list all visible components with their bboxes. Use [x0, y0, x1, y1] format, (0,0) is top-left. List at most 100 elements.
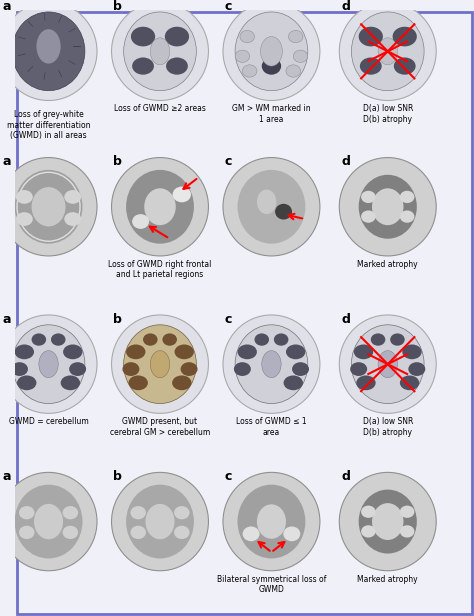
Text: c: c: [225, 470, 232, 483]
Circle shape: [339, 472, 436, 571]
Ellipse shape: [146, 504, 174, 539]
Text: Loss of grey-white
matter differentiation
(GWMD) in all areas: Loss of grey-white matter differentiatio…: [7, 110, 90, 140]
Ellipse shape: [64, 212, 81, 226]
Text: b: b: [113, 155, 122, 168]
Ellipse shape: [61, 376, 80, 390]
Circle shape: [339, 2, 436, 100]
Ellipse shape: [122, 362, 139, 376]
Text: Loss of GWMD ≤ 1
area: Loss of GWMD ≤ 1 area: [236, 417, 307, 437]
Ellipse shape: [128, 376, 148, 390]
Ellipse shape: [150, 38, 170, 65]
Ellipse shape: [262, 351, 281, 378]
Ellipse shape: [32, 333, 46, 346]
Circle shape: [0, 2, 97, 100]
Text: a: a: [2, 313, 10, 326]
Ellipse shape: [359, 490, 417, 554]
Ellipse shape: [361, 211, 375, 223]
Text: Loss of GWMD right frontal
and Lt parietal regions: Loss of GWMD right frontal and Lt pariet…: [109, 260, 212, 279]
Ellipse shape: [174, 344, 194, 359]
Ellipse shape: [19, 506, 35, 519]
Ellipse shape: [12, 325, 85, 403]
Ellipse shape: [354, 344, 373, 359]
Ellipse shape: [351, 12, 424, 91]
Ellipse shape: [32, 187, 65, 227]
Ellipse shape: [350, 362, 367, 376]
Text: GWMD present, but
cerebral GM > cerebellum: GWMD present, but cerebral GM > cerebell…: [110, 417, 210, 437]
Circle shape: [111, 472, 209, 571]
Ellipse shape: [234, 362, 251, 376]
Ellipse shape: [257, 505, 286, 539]
Ellipse shape: [261, 36, 283, 66]
Ellipse shape: [124, 325, 196, 403]
Circle shape: [339, 315, 436, 413]
Ellipse shape: [242, 65, 257, 77]
Ellipse shape: [361, 525, 375, 538]
Ellipse shape: [275, 204, 292, 219]
Ellipse shape: [372, 503, 403, 540]
Ellipse shape: [15, 485, 82, 559]
Ellipse shape: [372, 188, 403, 225]
Text: c: c: [225, 155, 232, 168]
Ellipse shape: [144, 188, 176, 225]
Ellipse shape: [12, 12, 85, 91]
Ellipse shape: [356, 376, 375, 390]
Text: GWMD = cerebellum: GWMD = cerebellum: [9, 417, 89, 426]
Ellipse shape: [293, 50, 308, 62]
Ellipse shape: [173, 187, 191, 202]
Ellipse shape: [361, 506, 375, 518]
Ellipse shape: [283, 527, 301, 541]
Circle shape: [223, 2, 320, 100]
Ellipse shape: [181, 362, 198, 376]
Ellipse shape: [400, 506, 414, 518]
Ellipse shape: [243, 527, 260, 541]
Ellipse shape: [235, 50, 250, 62]
Ellipse shape: [64, 190, 81, 204]
Ellipse shape: [237, 485, 305, 559]
Ellipse shape: [237, 170, 305, 244]
Ellipse shape: [400, 525, 414, 538]
Ellipse shape: [240, 30, 255, 43]
Circle shape: [111, 158, 209, 256]
Ellipse shape: [132, 214, 149, 229]
Text: Bilateral symmetrical loss of
GWMD: Bilateral symmetrical loss of GWMD: [217, 575, 326, 594]
Ellipse shape: [288, 30, 303, 43]
Text: d: d: [341, 0, 350, 13]
Ellipse shape: [150, 351, 170, 378]
Ellipse shape: [392, 26, 417, 46]
Ellipse shape: [15, 170, 82, 244]
Ellipse shape: [63, 344, 82, 359]
Ellipse shape: [34, 504, 63, 539]
Ellipse shape: [132, 57, 154, 75]
Ellipse shape: [283, 376, 303, 390]
Ellipse shape: [131, 26, 155, 46]
Ellipse shape: [69, 362, 86, 376]
Ellipse shape: [235, 325, 308, 403]
Ellipse shape: [235, 12, 308, 91]
Ellipse shape: [286, 344, 305, 359]
Ellipse shape: [11, 362, 28, 376]
Ellipse shape: [378, 351, 397, 378]
Ellipse shape: [126, 344, 146, 359]
Ellipse shape: [172, 376, 191, 390]
Circle shape: [223, 315, 320, 413]
Ellipse shape: [359, 26, 383, 46]
Ellipse shape: [174, 506, 190, 519]
Ellipse shape: [51, 333, 65, 346]
Text: c: c: [225, 313, 232, 326]
Ellipse shape: [255, 333, 269, 346]
Text: b: b: [113, 0, 122, 13]
Ellipse shape: [19, 525, 35, 539]
Ellipse shape: [400, 191, 414, 203]
Ellipse shape: [36, 29, 61, 63]
Ellipse shape: [143, 333, 157, 346]
Circle shape: [0, 158, 97, 256]
Ellipse shape: [15, 344, 34, 359]
Ellipse shape: [360, 57, 382, 75]
Ellipse shape: [378, 38, 397, 65]
Text: Marked atrophy: Marked atrophy: [357, 575, 418, 584]
Ellipse shape: [257, 190, 276, 214]
Ellipse shape: [402, 344, 422, 359]
Ellipse shape: [390, 333, 405, 346]
Text: d: d: [341, 313, 350, 326]
Text: GM > WM marked in
1 area: GM > WM marked in 1 area: [232, 105, 311, 124]
